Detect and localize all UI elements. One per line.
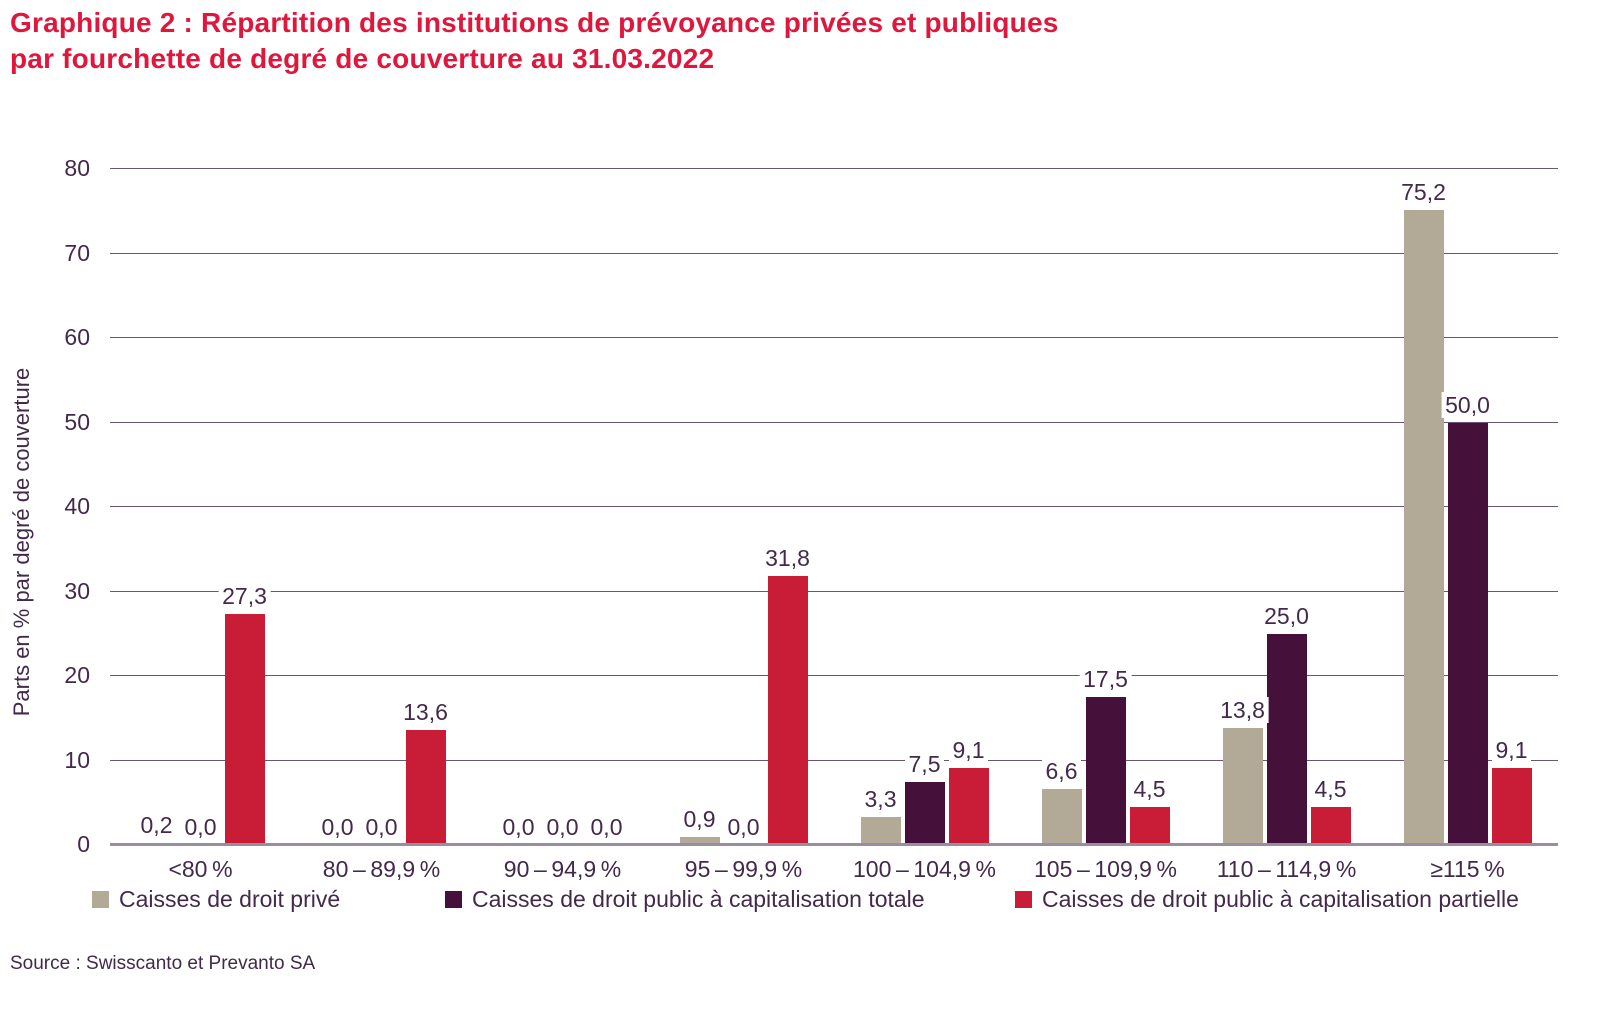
bar-value-label-s2-c2: 0,0 <box>586 814 627 840</box>
y-tick-label-0: 0 <box>77 831 90 857</box>
y-tick-label-20: 20 <box>64 662 90 688</box>
y-tick-label-10: 10 <box>64 746 90 773</box>
bar-s1-c4 <box>904 781 945 845</box>
legend-label-prive: Caisses de droit privé <box>119 885 341 912</box>
legend-swatch-public-partielle <box>1015 890 1032 908</box>
legend-item-public-partielle: Caisses de droit public à capitalisation… <box>1015 884 1519 914</box>
x-axis-category-label-0: <80 % <box>168 856 233 882</box>
bar-value-label-s1-c0: 0,0 <box>180 814 221 840</box>
bar-s1-c6 <box>1266 633 1307 845</box>
bar-value-label-s0-c5: 6,6 <box>1041 758 1082 785</box>
gridline-60 <box>110 337 1558 338</box>
x-axis-category-label-7: ≥115 % <box>1430 856 1505 882</box>
x-axis-category-label-5: 105 – 109,9 % <box>1034 856 1177 882</box>
legend-item-prive: Caisses de droit privé <box>92 884 340 914</box>
bar-value-label-s2-c5: 4,5 <box>1129 775 1170 802</box>
x-axis-category-label-3: 95 – 99,9 % <box>684 856 803 882</box>
bar-value-label-s0-c3: 0,9 <box>679 806 720 833</box>
bar-s2-c6 <box>1310 806 1351 845</box>
bar-s0-c3 <box>679 837 720 845</box>
x-axis-line <box>110 843 1558 846</box>
y-tick-label-80: 80 <box>64 155 90 181</box>
gridline-70 <box>110 252 1558 254</box>
bar-value-label-s2-c0: 27,3 <box>218 583 271 610</box>
gridline-10 <box>110 759 1558 761</box>
plot-area: 0,2 0,0 27,3 0,0 0,0 13,6 0,0 0,0 0,0 0,9 0,0 31,8 3… <box>110 168 1558 846</box>
bar-value-label-s2-c6: 4,5 <box>1310 775 1351 802</box>
bar-value-label-s2-c3: 31,8 <box>761 545 814 572</box>
chart-title-line2: par fourchette de degré de couverture au… <box>10 43 715 74</box>
bar-value-label-s1-c2: 0,0 <box>542 814 583 840</box>
bar-s0-c4 <box>860 817 901 845</box>
chart-title: Graphique 2 : Répartition des institutio… <box>10 5 1059 77</box>
x-axis-category-label-2: 90 – 94,9 % <box>503 856 622 882</box>
gridline-20 <box>110 675 1558 676</box>
bar-s2-c7 <box>1491 768 1532 845</box>
bar-value-label-s2-c4: 9,1 <box>948 737 989 764</box>
gridline-30 <box>110 590 1558 592</box>
y-tick-label-50: 50 <box>64 408 90 435</box>
bar-value-label-s1-c6: 25,0 <box>1260 602 1313 629</box>
bar-value-label-s0-c1: 0,0 <box>317 814 358 840</box>
bar-value-label-s0-c0: 0,2 <box>136 812 177 839</box>
bar-value-label-s1-c4: 7,5 <box>904 750 945 777</box>
bar-s1-c7 <box>1447 422 1488 845</box>
bar-value-label-s2-c7: 9,1 <box>1491 737 1532 764</box>
chart-title-line1: Graphique 2 : Répartition des institutio… <box>10 7 1059 38</box>
bar-s2-c0 <box>224 614 265 845</box>
bar-value-label-s0-c7: 75,2 <box>1397 178 1450 205</box>
legend: Caisses de droit privé Caisses de droit … <box>0 884 1600 914</box>
bar-value-label-s2-c1: 13,6 <box>399 699 452 726</box>
bar-s2-c4 <box>948 768 989 845</box>
bar-value-label-s1-c3: 0,0 <box>723 814 764 840</box>
bar-s0-c5 <box>1041 789 1082 845</box>
x-axis-category-label-6: 110 – 114,9 % <box>1216 856 1357 882</box>
y-tick-label-60: 60 <box>64 324 90 350</box>
legend-swatch-public-totale <box>445 890 462 908</box>
bar-value-label-s0-c4: 3,3 <box>860 786 901 813</box>
legend-swatch-prive <box>92 890 109 908</box>
x-axis-category-label-4: 100 – 104,9 % <box>853 856 996 882</box>
bar-value-label-s0-c6: 13,8 <box>1216 697 1269 724</box>
x-axis-category-label-1: 80 – 89,9 % <box>322 856 441 882</box>
y-tick-label-40: 40 <box>64 493 90 519</box>
y-tick-label-30: 30 <box>64 577 90 604</box>
bar-s0-c7 <box>1403 209 1444 845</box>
legend-label-public-partielle: Caisses de droit public à capitalisation… <box>1042 885 1519 912</box>
source-note: Source : Swisscanto et Prevanto SA <box>10 953 316 974</box>
gridline-50 <box>110 421 1558 423</box>
bar-value-label-s1-c1: 0,0 <box>361 814 402 840</box>
bar-value-label-s0-c2: 0,0 <box>498 814 539 840</box>
bar-s0-c6 <box>1222 728 1263 845</box>
gridline-40 <box>110 506 1558 507</box>
bar-s2-c3 <box>767 576 808 845</box>
gridline-80 <box>110 168 1558 169</box>
bar-value-label-s1-c5: 17,5 <box>1079 666 1132 693</box>
legend-label-public-totale: Caisses de droit public à capitalisation… <box>472 885 925 912</box>
legend-item-public-totale: Caisses de droit public à capitalisation… <box>445 884 925 914</box>
y-tick-label-70: 70 <box>64 239 90 266</box>
bar-s2-c5 <box>1129 806 1170 845</box>
bar-value-label-s1-c7: 50,0 <box>1441 391 1494 418</box>
bar-s2-c1 <box>405 730 446 845</box>
bar-s1-c5 <box>1085 697 1126 845</box>
